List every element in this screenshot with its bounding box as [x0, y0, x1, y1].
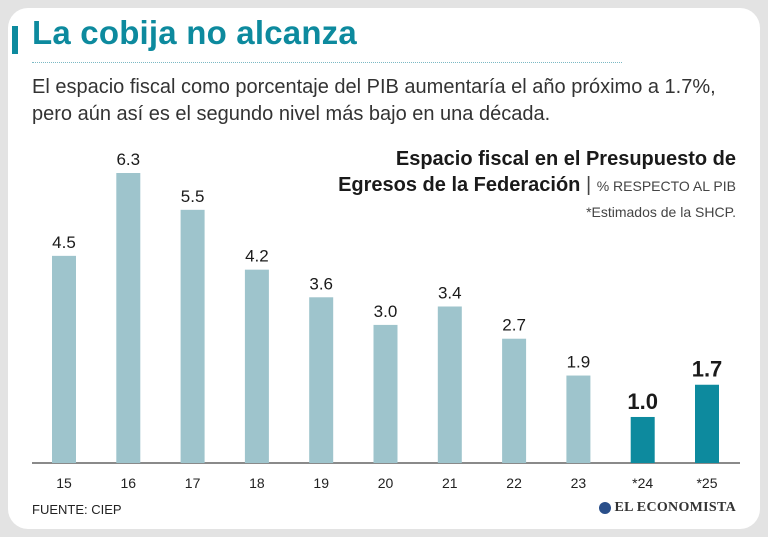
data-label: 3.4	[438, 283, 462, 302]
title-divider	[32, 62, 622, 63]
x-tick-label: 23	[571, 475, 587, 491]
brand-name: EL ECONOMISTA	[614, 500, 736, 515]
unit-separator: |	[585, 174, 592, 196]
bar-21	[437, 306, 462, 463]
chart-title-line-1: Espacio fiscal en el Presupuesto de	[395, 148, 736, 170]
subtitle: El espacio fiscal como porcentaje del PI…	[32, 76, 716, 125]
brand-logo-icon	[598, 502, 611, 514]
x-tick-label: *24	[632, 475, 653, 491]
data-label: 4.5	[52, 233, 76, 252]
data-label: 2.7	[502, 316, 526, 335]
unit-label: % RESPECTO AL PIB	[596, 178, 736, 194]
data-label: 1.9	[567, 353, 591, 372]
bar-est-24	[630, 416, 655, 463]
chart-title: Espacio fiscal en el Presupuesto de Egre…	[338, 146, 736, 199]
x-tick-label: 16	[121, 475, 137, 491]
data-label: 3.0	[374, 302, 398, 321]
bar-20	[373, 324, 398, 463]
x-tick-label: 19	[313, 475, 329, 491]
page-title: La cobija no alcanza	[32, 14, 357, 51]
bar-16	[116, 173, 141, 463]
bar-19	[309, 297, 334, 463]
source-label: FUENTE: CIEP	[32, 502, 122, 517]
x-tick-label: 20	[378, 475, 394, 491]
x-tick-label: *25	[696, 475, 717, 491]
x-tick-label: 21	[442, 475, 458, 491]
x-tick-label: 17	[185, 475, 201, 491]
bar-17	[180, 209, 205, 463]
data-label: 4.2	[245, 247, 269, 266]
chart-title-line-2-text: Egresos de la Federación	[338, 174, 581, 196]
x-tick-label: 15	[56, 475, 72, 491]
estimates-note: *Estimados de la SHCP.	[586, 204, 736, 220]
bar-22	[502, 338, 527, 463]
title-accent-bar	[12, 26, 18, 54]
chart-title-line-2: Egresos de la Federación | % RESPECTO AL…	[338, 172, 736, 199]
data-label: 6.3	[116, 150, 140, 169]
brand: EL ECONOMISTA	[598, 500, 737, 516]
bar-est-25	[695, 384, 719, 463]
bar-23	[566, 375, 591, 463]
x-tick-label: 22	[506, 475, 522, 491]
x-tick-label: 18	[249, 475, 265, 491]
bar-18	[244, 269, 269, 463]
bar-15	[52, 255, 76, 463]
data-label: 1.0	[627, 389, 658, 414]
data-label: 3.6	[309, 274, 333, 293]
data-label: 5.5	[181, 187, 205, 206]
data-label: 1.7	[692, 357, 723, 382]
